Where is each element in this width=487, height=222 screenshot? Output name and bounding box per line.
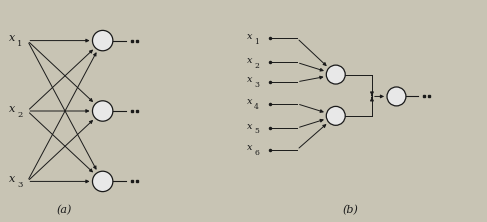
Text: 3: 3	[254, 81, 259, 89]
Text: x: x	[247, 32, 253, 41]
Text: 6: 6	[254, 149, 259, 157]
Circle shape	[93, 171, 113, 192]
Text: (b): (b)	[342, 205, 358, 216]
Circle shape	[93, 30, 113, 51]
Circle shape	[326, 65, 345, 84]
Text: 3: 3	[17, 181, 22, 189]
Text: (a): (a)	[56, 205, 72, 216]
Text: x: x	[247, 97, 253, 106]
Text: 4: 4	[254, 103, 259, 111]
Text: 1: 1	[17, 40, 22, 48]
Text: x: x	[9, 174, 15, 184]
Circle shape	[326, 106, 345, 125]
Circle shape	[93, 101, 113, 121]
Text: x: x	[247, 75, 253, 84]
Text: x: x	[247, 56, 253, 65]
Text: 1: 1	[254, 38, 259, 46]
Circle shape	[387, 87, 406, 106]
Text: x: x	[9, 104, 15, 114]
Text: 2: 2	[17, 111, 22, 119]
Text: 5: 5	[254, 127, 259, 135]
Text: x: x	[247, 143, 253, 153]
Text: 2: 2	[254, 62, 259, 70]
Text: x: x	[247, 122, 253, 131]
Text: x: x	[9, 33, 15, 43]
